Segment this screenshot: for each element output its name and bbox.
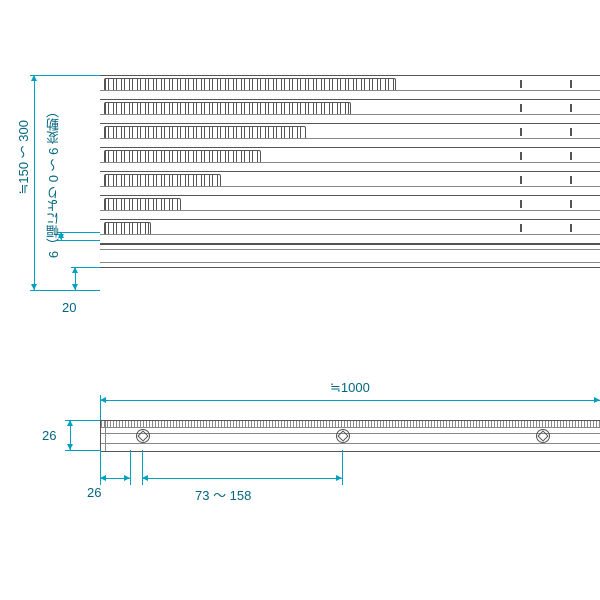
side-view — [100, 420, 600, 452]
dim-tick — [100, 395, 101, 420]
slat — [100, 124, 600, 148]
dim-rail — [75, 267, 76, 290]
dim-bolt-label: 73 ～ 158 — [195, 485, 251, 504]
dim-tick — [65, 420, 100, 421]
top-view — [100, 75, 600, 316]
dim-rail-label: 20 — [62, 300, 76, 315]
dim-width-label: ≒1000 — [330, 380, 370, 396]
dim-bolt-spacing — [142, 478, 342, 479]
bottom-rail — [100, 244, 600, 268]
slat — [100, 220, 600, 244]
slat — [100, 76, 600, 100]
bolt-icon — [336, 429, 350, 443]
dim-tick — [342, 450, 343, 485]
dim-gap-label: 6（幅により 0 ～ 6 変動） — [44, 105, 63, 258]
dim-tick — [142, 450, 143, 485]
dim-endcap — [100, 478, 130, 479]
dim-endcap-label: 26 — [87, 485, 101, 500]
slat — [100, 172, 600, 196]
dim-height-label: ≒150 ～ 300 — [14, 120, 33, 195]
dim-tick — [71, 267, 100, 268]
dim-side-height — [70, 420, 71, 450]
slat — [100, 148, 600, 172]
dim-tick — [30, 75, 100, 76]
dim-side-height-label: 26 — [42, 428, 56, 443]
bolt-icon — [136, 429, 150, 443]
bolt-icon — [536, 429, 550, 443]
slat — [100, 100, 600, 124]
slat — [100, 196, 600, 220]
dim-width — [100, 400, 600, 401]
dim-tick — [57, 240, 100, 241]
dim-tick — [57, 232, 100, 233]
dim-tick — [100, 450, 101, 485]
dim-tick — [65, 450, 100, 451]
dim-tick — [130, 450, 131, 485]
dim-tick — [71, 290, 100, 291]
dim-height — [34, 75, 35, 290]
